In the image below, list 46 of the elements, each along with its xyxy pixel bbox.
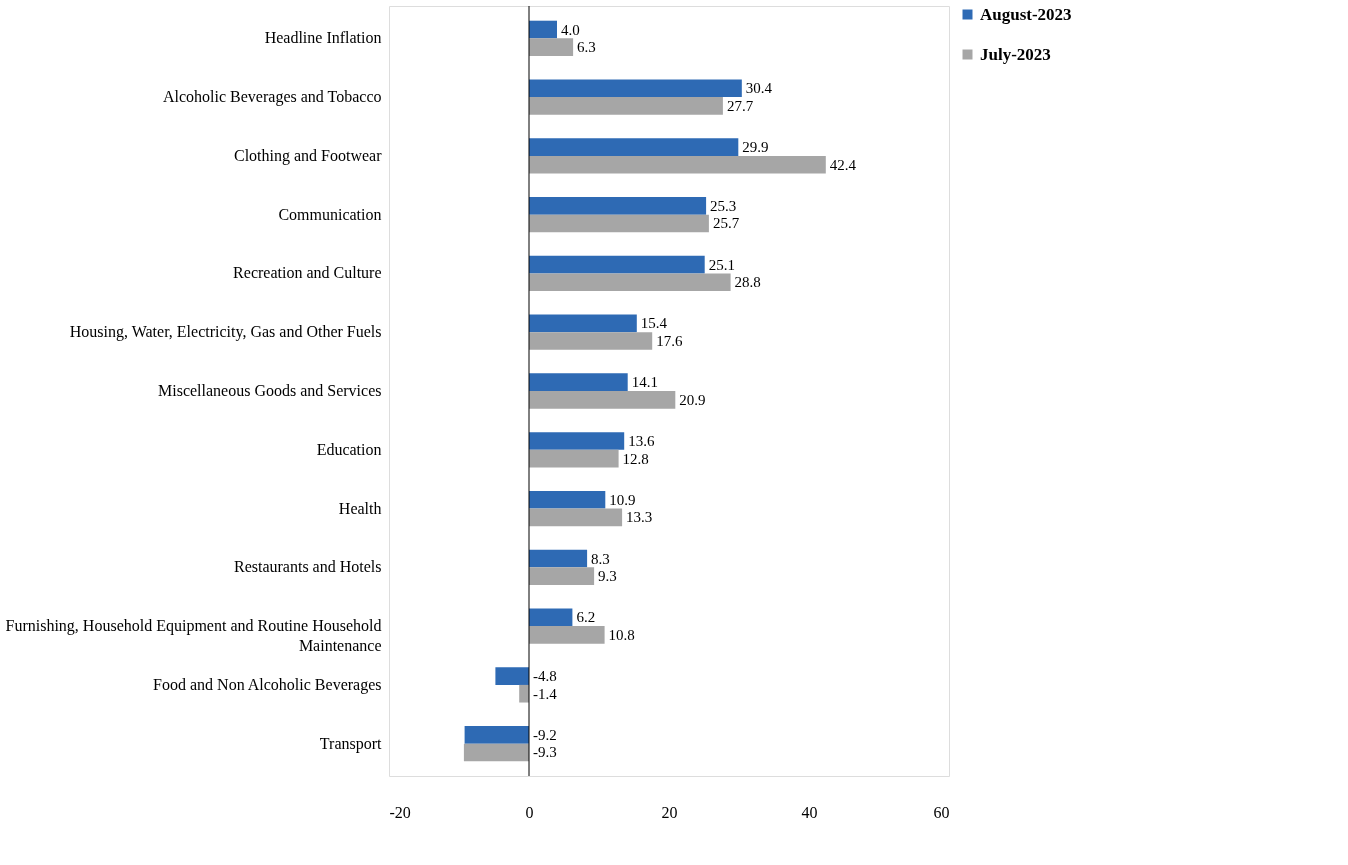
data-label: 13.3 — [626, 509, 653, 526]
data-label: 42.4 — [829, 156, 857, 173]
legend-label: August-2023 — [980, 4, 1072, 24]
y-tick-label: Communication — [278, 205, 382, 223]
x-tick-label: 60 — [933, 803, 950, 821]
y-tick-label: Food and Non Alcoholic Beverages — [153, 675, 382, 694]
data-label: 14.1 — [631, 374, 658, 391]
y-tick-label: Education — [316, 440, 382, 458]
data-label: 15.4 — [640, 315, 668, 332]
y-tick-label: Headline Inflation — [264, 29, 382, 47]
x-tick-label: 40 — [801, 803, 818, 821]
y-tick-label: Alcoholic Beverages and Tobacco — [163, 88, 382, 107]
y-tick-label: Transport — [319, 734, 383, 753]
y-tick-label: Furnishing, Household Equipment and Routine Household Maintenance — [5, 617, 382, 655]
data-label: 4.0 — [561, 21, 580, 38]
x-tick-label: 20 — [661, 803, 678, 821]
data-label: -1.4 — [533, 685, 558, 702]
data-label: 13.6 — [628, 432, 655, 449]
data-label: 9.3 — [598, 568, 617, 585]
data-label: 25.7 — [712, 215, 740, 232]
y-tick-label: Recreation and Culture — [233, 264, 382, 282]
data-label: 27.7 — [726, 97, 754, 114]
data-label: 29.9 — [742, 139, 769, 156]
data-label: 10.9 — [609, 491, 636, 508]
data-label: 12.8 — [622, 450, 649, 467]
data-label: -9.2 — [533, 726, 557, 743]
data-label: 25.1 — [708, 256, 735, 273]
y-tick-label: Restaurants and Hotels — [233, 558, 382, 576]
data-label: 10.8 — [608, 626, 635, 643]
data-label: 17.6 — [656, 333, 683, 350]
legend-label: July-2023 — [980, 44, 1051, 64]
data-label: 20.9 — [679, 391, 706, 408]
y-tick-label: Clothing and Footwear — [233, 146, 383, 165]
data-label: -4.8 — [533, 668, 557, 685]
y-tick-label: Miscellaneous Goods and Services — [157, 382, 382, 399]
data-label: 6.2 — [576, 609, 596, 626]
data-label: 28.8 — [734, 274, 761, 291]
data-label: 8.3 — [591, 550, 610, 567]
y-tick-label: Health — [338, 499, 382, 517]
data-label: -9.3 — [533, 744, 557, 761]
data-label: 30.4 — [745, 80, 773, 97]
y-tick-label: Housing, Water, Electricity, Gas and Other Fuels — [69, 323, 382, 342]
data-label: 6.3 — [577, 39, 596, 56]
data-label: 25.3 — [710, 197, 737, 214]
x-tick-label: 0 — [525, 803, 534, 821]
x-tick-label: -20 — [389, 803, 411, 821]
